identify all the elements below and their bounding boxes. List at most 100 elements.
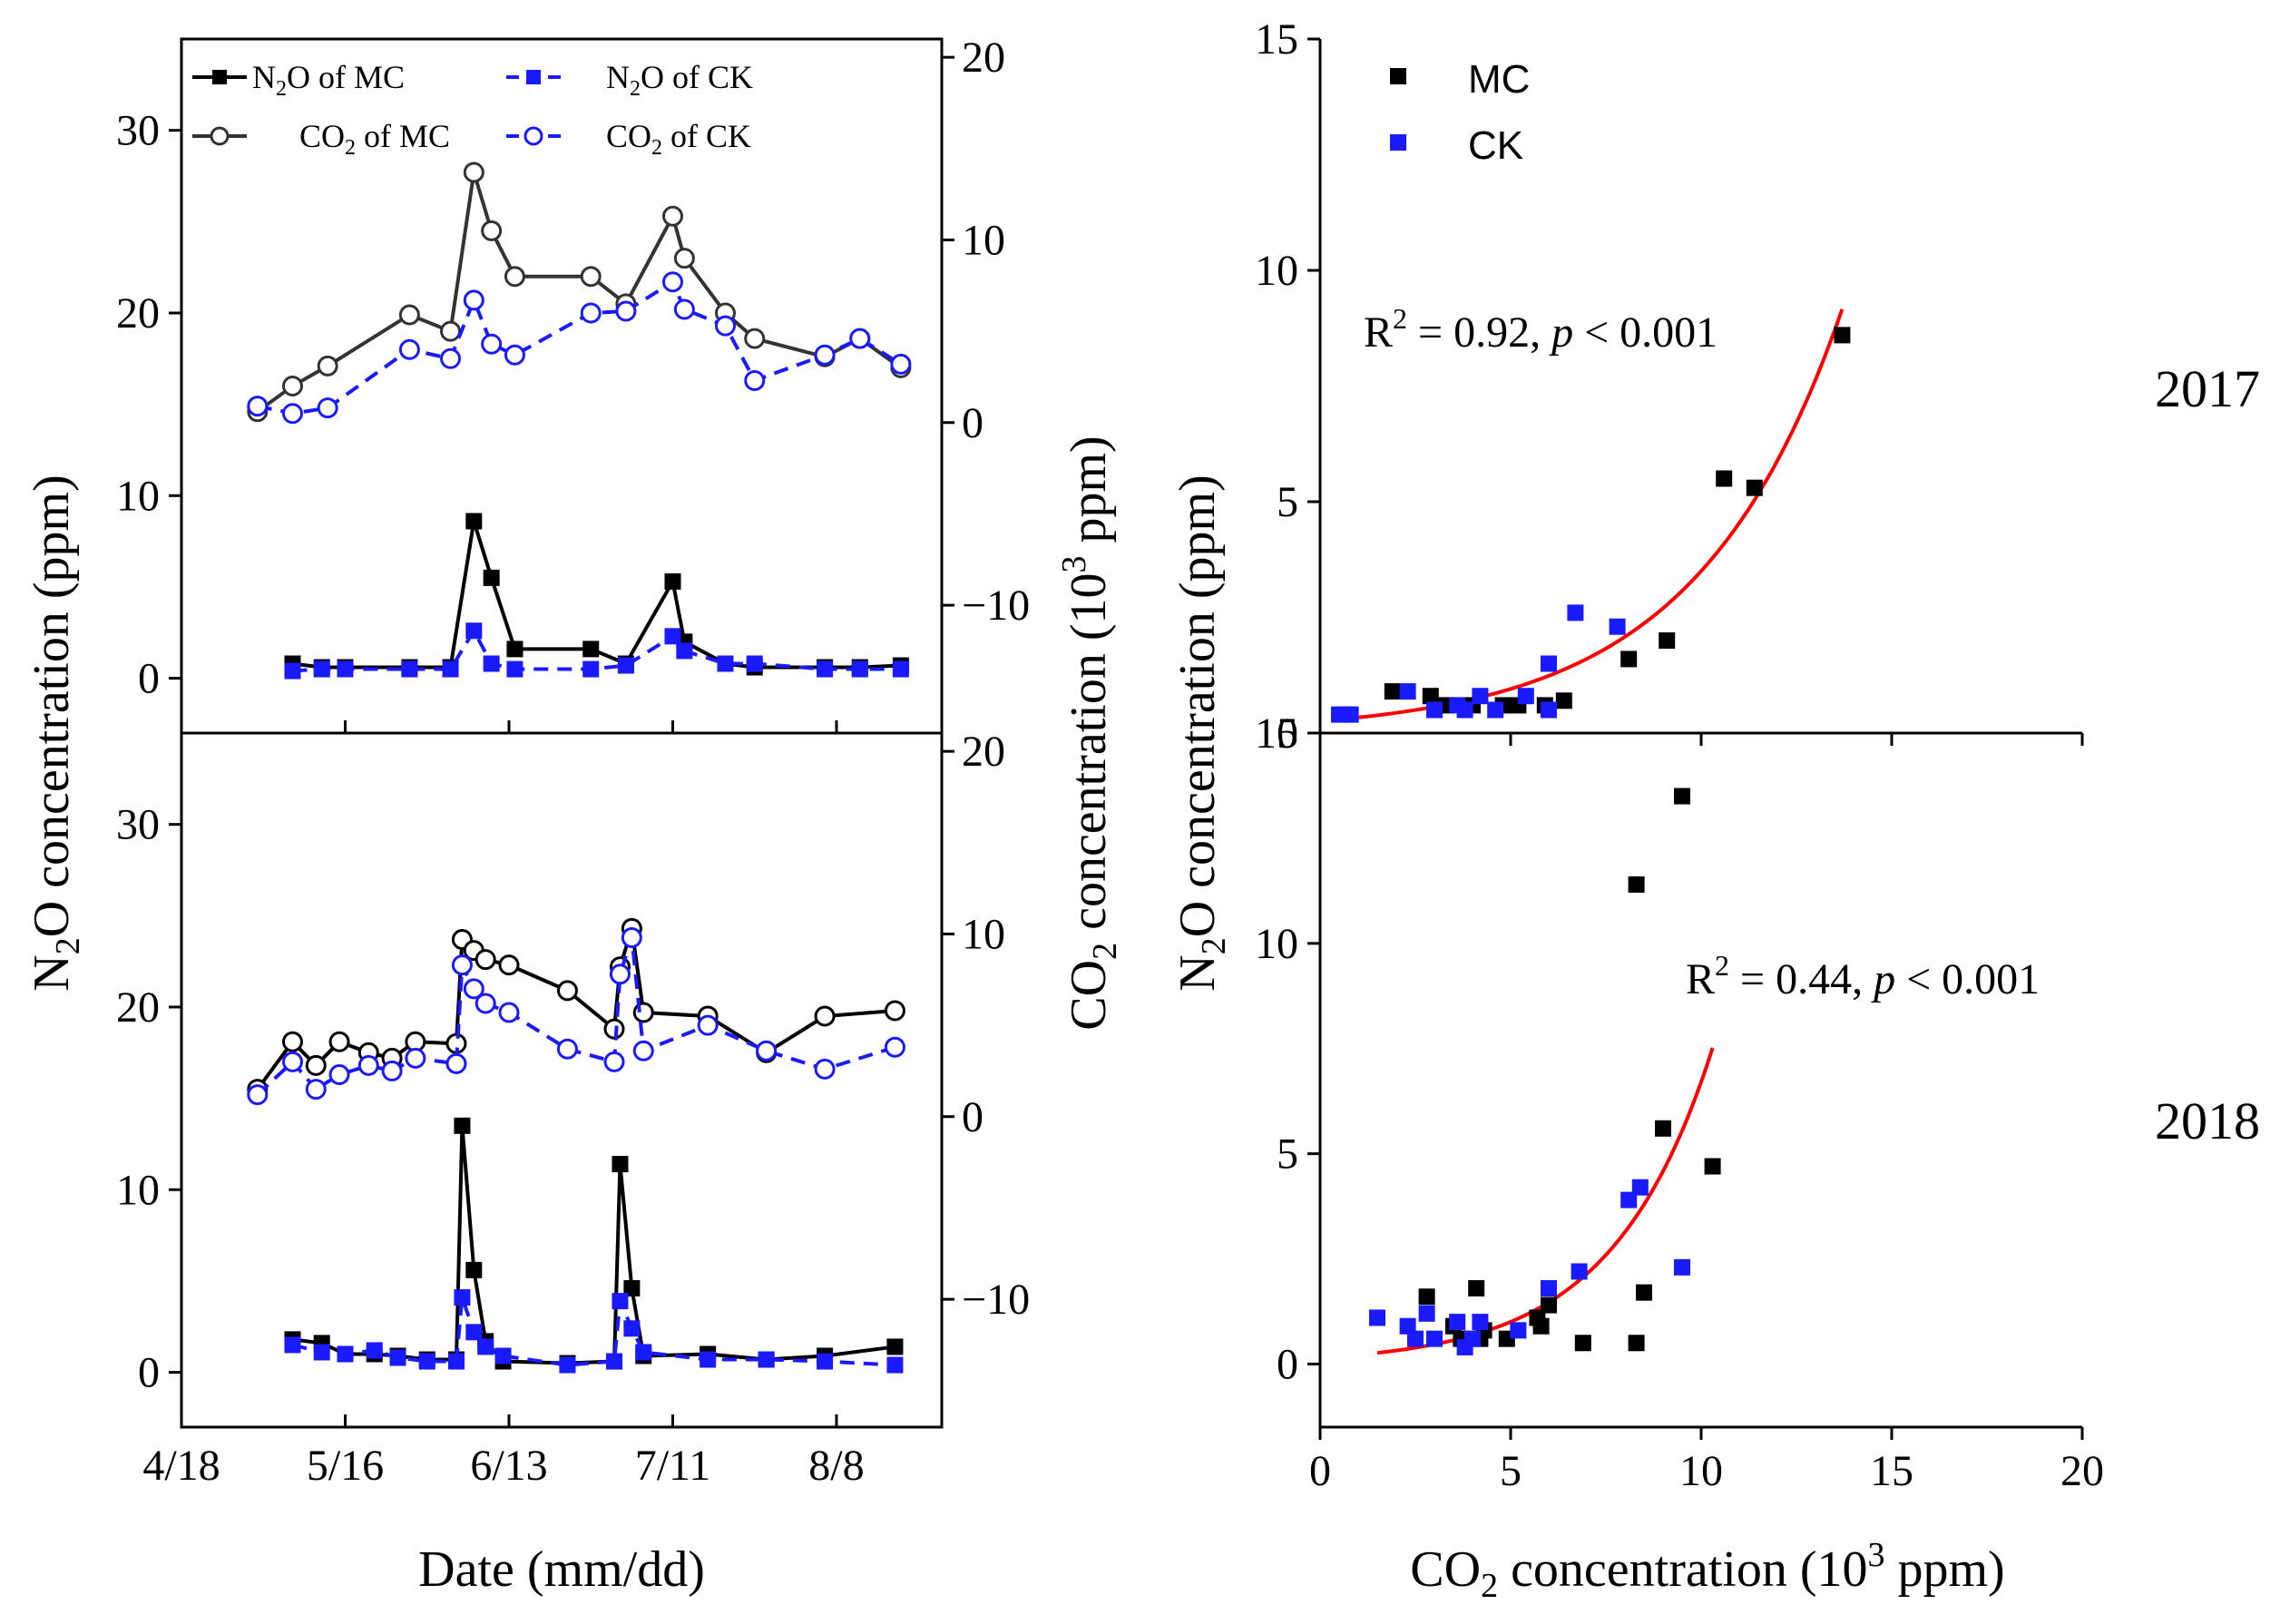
data-point-n2o_ck <box>465 622 483 640</box>
data-point-n2o_ck <box>851 660 868 678</box>
legend-label-co2-mc: CO2 of MC <box>299 118 450 160</box>
scatter-point-mc <box>1746 479 1763 496</box>
data-point-co2_ck <box>247 1084 269 1106</box>
x-tick-label: 10 <box>1679 1447 1723 1495</box>
data-point-n2o_ck <box>366 1342 383 1359</box>
data-point-co2_mc <box>328 1031 350 1052</box>
data-point-n2o_mc <box>886 1338 904 1355</box>
data-point-co2_ck <box>609 964 631 985</box>
scatter-point-ck <box>1399 1317 1416 1335</box>
data-point-n2o_ck <box>418 1353 435 1370</box>
scatter-point-ck <box>1407 1330 1424 1347</box>
y-tick-label: 10 <box>1255 247 1298 295</box>
data-point-n2o_ck <box>465 1324 483 1341</box>
scatter-point-mc <box>1659 632 1676 649</box>
data-point-n2o_ck <box>401 660 418 678</box>
scatter-point-mc <box>1574 1335 1591 1352</box>
data-point-co2_mc <box>281 1031 303 1052</box>
y-tick-label-left: 10 <box>116 1166 160 1214</box>
legend-marker-n2o-ck <box>526 70 541 84</box>
data-point-co2_ck <box>849 328 871 349</box>
data-point-co2_ck <box>697 1014 719 1036</box>
data-point-co2_mc <box>580 266 602 288</box>
y-tick-label-right: 10 <box>962 910 1005 958</box>
data-point-n2o_ck <box>483 655 500 672</box>
y-tick-label-right: 0 <box>962 1093 984 1141</box>
scatter-point-mc <box>1704 1158 1721 1175</box>
data-point-co2_ck <box>504 344 525 366</box>
data-point-n2o_ck <box>337 660 354 678</box>
year-label-2017: 2017 <box>2155 359 2260 418</box>
scatter-point-ck <box>1567 604 1584 621</box>
data-point-co2_ck <box>481 333 503 355</box>
data-point-n2o_ck <box>477 1338 494 1355</box>
scatter-point-ck <box>1426 1330 1443 1347</box>
data-point-n2o_ck <box>886 1356 904 1374</box>
y-tick-label-right: −10 <box>962 582 1030 630</box>
legend-marker-co2-ck <box>524 126 543 146</box>
scatter-point-ck <box>1620 1191 1638 1208</box>
data-point-n2o_ck <box>612 1293 629 1310</box>
legend-label-co2-ck: CO2 of CK <box>606 118 751 160</box>
data-point-co2_mc <box>463 161 484 183</box>
data-point-co2_ck <box>440 347 462 369</box>
x-tick-label: 8/8 <box>808 1442 864 1490</box>
data-point-n2o_ck <box>664 628 681 645</box>
y-axis-title-right: CO2 concentration (103 ppm) <box>1055 435 1124 1030</box>
data-point-co2_mc <box>281 376 303 396</box>
legend-marker-mc <box>1390 68 1406 84</box>
scatter-point-mc <box>1628 876 1645 893</box>
scatter-point-ck <box>1517 688 1534 705</box>
data-point-co2_mc <box>661 205 683 227</box>
series-line-co2_mc <box>256 171 903 414</box>
data-point-co2_mc <box>475 949 496 971</box>
y-tick-label: 0 <box>1277 709 1298 758</box>
legend-marker-co2-mc <box>210 126 230 146</box>
y-tick-label-right: 0 <box>962 399 984 447</box>
data-point-n2o_ck <box>817 1353 834 1370</box>
data-point-n2o_mc <box>612 1156 629 1173</box>
y-tick-label-left: 20 <box>116 983 160 1032</box>
y-tick-label-left: 0 <box>138 1349 160 1397</box>
data-point-co2_ck <box>714 315 736 337</box>
x-axis-title-date: Date (mm/dd) <box>418 1541 705 1598</box>
scatter-point-ck <box>1541 701 1557 719</box>
data-point-co2_mc <box>884 1000 905 1022</box>
scatter-point-ck <box>1399 683 1416 700</box>
data-point-co2_ck <box>884 1036 905 1058</box>
data-point-co2_ck <box>661 271 683 293</box>
scatter-point-ck <box>1541 655 1557 672</box>
legend: N2O of MC N2O of CK CO2 of MC CO2 of CK <box>192 59 753 160</box>
data-point-n2o_ck <box>623 1320 641 1337</box>
scatter-point-mc <box>1555 692 1572 709</box>
data-point-n2o_ck <box>337 1345 354 1363</box>
data-point-n2o_ck <box>389 1349 406 1366</box>
y-tick-label: 15 <box>1255 709 1298 758</box>
scatter-point-mc <box>1716 470 1733 487</box>
data-point-n2o_ck <box>506 660 524 678</box>
x-tick-label: 0 <box>1309 1447 1331 1495</box>
data-point-co2_ck <box>281 403 303 425</box>
data-point-co2_mc <box>398 304 420 326</box>
data-point-co2_mc <box>814 1005 836 1027</box>
data-point-co2_mc <box>744 328 766 349</box>
y-tick-label-right: −10 <box>962 1276 1030 1324</box>
data-point-co2_ck <box>632 1040 654 1061</box>
data-point-co2_ck <box>317 397 338 419</box>
data-point-n2o_ck <box>817 660 834 678</box>
data-point-co2_mc <box>673 248 695 269</box>
scatter-point-ck <box>1487 701 1504 719</box>
legend-marker-n2o-mc <box>212 70 227 84</box>
data-point-co2_ck <box>247 396 269 417</box>
y-tick-label: 5 <box>1277 1130 1298 1179</box>
data-point-n2o_mc <box>506 641 524 658</box>
data-point-n2o_ck <box>494 1347 512 1365</box>
data-point-co2_ck <box>328 1063 350 1085</box>
y-tick-label-right: 20 <box>962 728 1005 776</box>
scatter-point-mc <box>1384 683 1401 700</box>
data-point-co2_ck <box>381 1060 403 1081</box>
data-point-n2o_ck <box>758 1351 775 1368</box>
data-point-n2o_ck <box>582 660 600 678</box>
data-point-co2_ck <box>463 978 484 1000</box>
